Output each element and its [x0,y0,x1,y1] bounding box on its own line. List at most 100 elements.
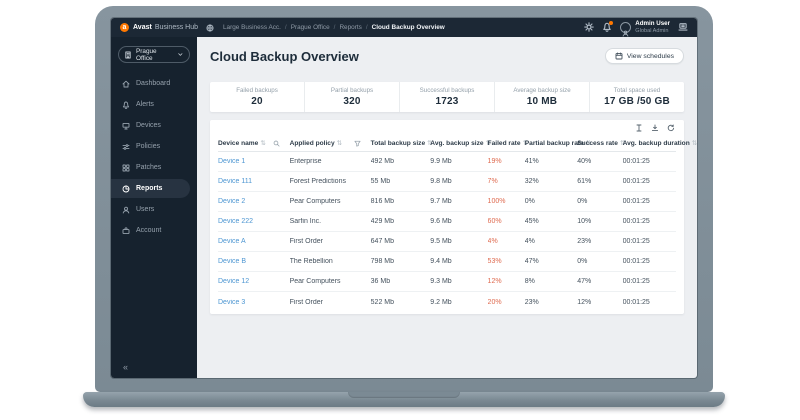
cell-device[interactable]: Device 3 [218,298,246,306]
main-content: Cloud Backup Overview View schedules Fai… [197,37,697,378]
cell-policy: First Order [289,238,324,245]
cell-total: 429 Mb [370,218,395,225]
sort-icon[interactable]: ⇅ [619,139,626,147]
cell-failed: 100% [487,198,506,205]
sort-icon[interactable]: ⇅ [260,139,266,147]
brand: a Avast Business Hub [120,23,206,32]
cell-total: 816 Mb [370,198,395,205]
view-schedules-button[interactable]: View schedules [604,48,684,64]
laptop-base [83,392,725,407]
table-toolbar [218,123,676,135]
stat-failed-backups: Failed backups 20 [236,87,278,107]
col-partial-backup-rate[interactable]: Partial backup rate ⇅ [524,139,592,147]
sort-icon[interactable]: ⇅ [522,139,528,147]
sidebar-item-account[interactable]: Account [111,221,190,240]
col-success-rate[interactable]: Success rate ⇅ [577,139,626,147]
cell-success: 0% [577,198,588,205]
cell-device[interactable]: Device 12 [218,278,250,285]
sidebar-item-patches[interactable]: Patches [111,158,190,177]
cell-policy: The Rebellion [289,258,333,265]
cell-avg: 9.8 Mb [430,178,452,185]
table-row: Device 12 Pear Computers 36 Mb 9.3 Mb 12% 8% 4… [218,272,676,292]
col-device-name[interactable]: Device name ⇅ [218,139,290,147]
cell-total: 55 Mb [370,178,391,185]
cell-device[interactable]: Device 2 [218,198,246,205]
col-avg-backup-size[interactable]: Avg. backup size ⇅ [430,139,492,147]
sort-icon[interactable]: ⇅ [585,139,592,147]
cell-avg: 9.6 Mb [430,218,452,225]
cell-policy: Sarfin Inc. [289,218,322,225]
console-icon[interactable] [678,22,688,32]
table-body: Device 1 Enterprise 492 Mb 9.9 Mb 19% 41% 40% 0… [218,152,676,312]
laptop-notch [348,392,460,398]
cell-failed: 53% [487,258,502,265]
backup-stats-summary: Failed backups 20 Partial backups 320 Su… [210,82,684,112]
cell-duration: 00:01:25 [622,218,650,225]
breadcrumb-separator: / [333,24,336,31]
user-menu[interactable]: Admin User Global Admin [620,20,670,37]
cell-total: 647 Mb [370,238,395,245]
cell-failed: 60% [487,218,502,225]
breadcrumb-separator: / [365,24,368,31]
cell-success: 12% [577,298,592,306]
cell-success: 23% [577,238,592,245]
sidebar-item-label: Users [136,206,155,213]
cell-avg: 9.4 Mb [430,258,452,265]
sidebar-item-reports[interactable]: Reports [111,179,190,198]
col-failed-rate[interactable]: Failed rate ⇅ [487,139,528,147]
globe-icon [206,23,214,32]
app-window: a Avast Business Hub Large Business Acc.… [111,18,697,378]
breadcrumb-item[interactable]: Large Business Acc. [223,24,281,31]
cell-device[interactable]: Device A [218,238,246,245]
bell-icon[interactable] [602,21,614,33]
cell-partial: 8% [524,278,535,285]
sidebar-item-label: Policies [136,143,161,150]
topbar-actions: Admin User Global Admin [584,20,688,37]
filter-icon[interactable] [354,140,361,147]
calendar-icon [615,52,623,60]
sidebar-collapse-button[interactable]: « [123,362,129,372]
sort-icon[interactable]: ⇅ [485,139,492,147]
sidebar-item-devices[interactable]: Devices [111,116,190,135]
cell-device[interactable]: Device B [218,258,247,265]
col-applied-policy[interactable]: Applied policy ⇅ [290,139,371,147]
cell-total: 492 Mb [370,158,395,165]
sort-icon[interactable]: ⇅ [427,139,433,147]
cell-device[interactable]: Device 222 [218,218,254,225]
cell-device[interactable]: Device 111 [218,178,252,185]
cell-duration: 00:01:25 [622,298,650,306]
cell-policy: First Order [289,298,324,306]
sidebar-item-label: Account [136,227,162,234]
cell-policy: Forest Predictions [289,178,346,185]
building-icon [124,51,132,59]
cell-total: 798 Mb [370,258,395,265]
refresh-icon[interactable] [667,124,675,132]
gear-icon[interactable] [584,22,595,33]
sidebar-item-label: Dashboard [136,80,171,87]
table-header: Device name ⇅ Applied policy ⇅ Total backu… [218,135,697,152]
sidebar-item-alerts[interactable]: Alerts [111,95,190,114]
user-name: Admin User [635,20,670,28]
columns-icon[interactable] [635,124,643,132]
breadcrumb-item[interactable]: Reports [339,24,362,31]
bell-icon [122,101,130,109]
col-total-backup-size[interactable]: Total backup size ⇅ [370,139,433,147]
cell-duration: 00:01:25 [622,198,650,205]
cell-avg: 9.3 Mb [430,278,452,285]
sidebar-item-label: Devices [136,122,161,129]
sidebar-item-dashboard[interactable]: Dashboard [111,74,190,93]
org-selector[interactable]: Prague Office [118,46,190,63]
avatar [620,21,632,37]
cell-success: 10% [577,218,592,225]
search-icon[interactable] [273,140,280,147]
sidebar-item-users[interactable]: Users [111,200,190,219]
col-avg-backup-duration[interactable]: Avg. backup duration ⇅ [622,139,697,147]
sort-icon[interactable]: ⇅ [691,139,697,147]
breadcrumb-item[interactable]: Prague Office [290,24,330,31]
cell-failed: 20% [487,298,502,306]
download-icon[interactable] [651,124,659,132]
sidebar-item-policies[interactable]: Policies [111,137,190,156]
breadcrumb-separator: / [284,24,287,31]
cell-device[interactable]: Device 1 [218,158,246,165]
sort-icon[interactable]: ⇅ [336,139,343,147]
